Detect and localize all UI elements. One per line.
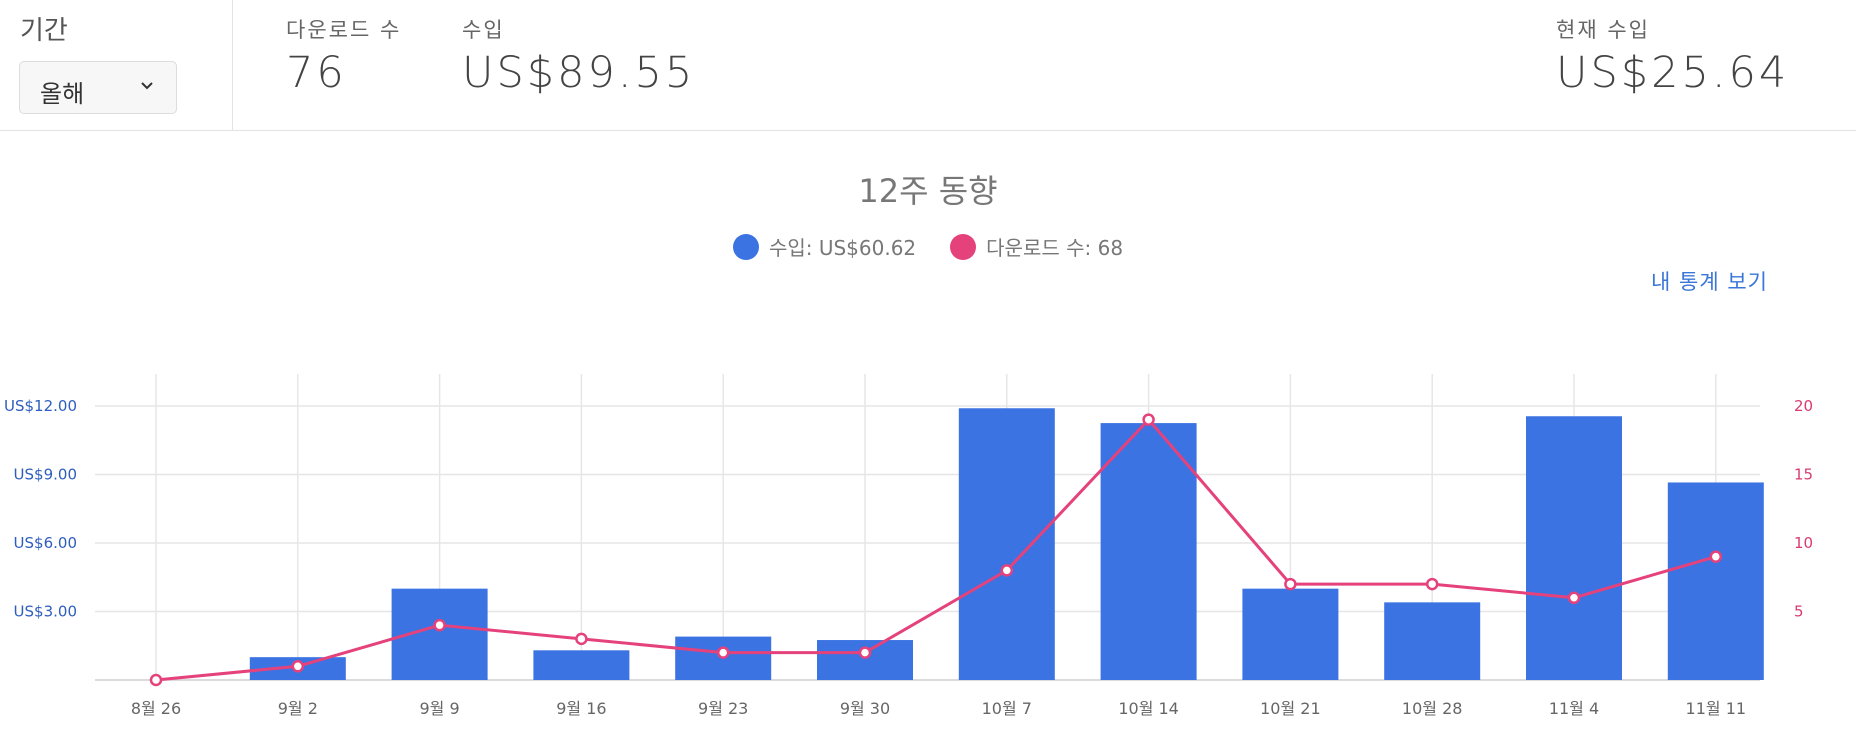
x-tick-label: 9월 9 bbox=[420, 699, 460, 718]
downloads-line bbox=[155, 418, 1717, 682]
chevron-down-icon bbox=[141, 82, 153, 90]
x-tick-label: 9월 23 bbox=[698, 699, 748, 718]
downloads-point bbox=[1709, 550, 1723, 563]
downloads-point bbox=[291, 660, 305, 673]
downloads-point bbox=[575, 632, 588, 646]
downloads-point bbox=[1142, 413, 1155, 426]
earnings-bar bbox=[1242, 588, 1339, 680]
legend-earnings[interactable]: 수입: US$60.62 bbox=[732, 232, 917, 261]
downloads-point bbox=[1425, 577, 1439, 591]
x-tick-label: 9월 2 bbox=[278, 699, 318, 718]
view-my-stats-link[interactable]: 내 통계 보기 bbox=[1651, 270, 1768, 294]
downloads-point bbox=[433, 618, 446, 632]
earnings-bar bbox=[817, 640, 913, 680]
earnings-bar bbox=[533, 650, 630, 680]
downloads-point bbox=[1000, 564, 1014, 577]
period-selected-value: 올해 bbox=[40, 80, 85, 108]
downloads-value: 76 bbox=[286, 48, 347, 98]
earnings-value: US$89.55 bbox=[462, 48, 696, 98]
y-right-tick-label: 5 bbox=[1794, 602, 1804, 620]
legend-earnings-label: 수입: US$60.62 bbox=[768, 236, 917, 260]
x-tick-label: 11월 11 bbox=[1686, 699, 1747, 718]
period-label: 기간 bbox=[20, 16, 68, 46]
earnings-bar bbox=[1384, 602, 1481, 680]
period-panel: 기간 올해 bbox=[0, 0, 233, 130]
downloads-label: 다운로드 수 bbox=[286, 18, 402, 42]
downloads-point bbox=[716, 646, 730, 659]
x-tick-label: 10월 28 bbox=[1402, 699, 1463, 718]
current-earnings-label: 현재 수입 bbox=[1556, 18, 1650, 42]
downloads-point bbox=[1567, 591, 1581, 605]
x-tick-label: 11월 4 bbox=[1549, 699, 1599, 718]
x-tick-label: 9월 16 bbox=[556, 699, 606, 718]
legend-earnings-swatch bbox=[732, 233, 759, 260]
downloads-point bbox=[1284, 577, 1297, 591]
downloads-point bbox=[149, 673, 163, 687]
y-right-tick-label: 20 bbox=[1794, 397, 1813, 415]
y-left-tick-label: US$3.00 bbox=[14, 602, 77, 620]
earnings-bar bbox=[958, 408, 1055, 680]
x-tick-label: 8월 26 bbox=[131, 699, 181, 718]
x-tick-label: 9월 30 bbox=[840, 699, 890, 718]
period-dropdown[interactable]: 올해 bbox=[19, 61, 177, 114]
y-left-tick-label: US$6.00 bbox=[14, 534, 77, 552]
y-right-tick-label: 15 bbox=[1794, 465, 1813, 483]
chart-title: 12주 동향 bbox=[858, 172, 998, 210]
summary-header: 기간 올해 다운로드 수 76 수입 US$89.55 현재 수입 US$25.… bbox=[0, 0, 1856, 131]
earnings-bar bbox=[1526, 416, 1622, 680]
y-left-tick-label: US$9.00 bbox=[14, 465, 77, 483]
legend-downloads-label: 다운로드 수: 68 bbox=[986, 236, 1124, 260]
legend-downloads[interactable]: 다운로드 수: 68 bbox=[950, 232, 1123, 261]
earnings-label: 수입 bbox=[462, 18, 505, 42]
y-right-tick-label: 10 bbox=[1794, 534, 1813, 552]
y-left-tick-label: US$12.00 bbox=[4, 397, 77, 415]
legend-downloads-swatch bbox=[950, 233, 977, 260]
x-tick-label: 10월 14 bbox=[1118, 699, 1179, 718]
x-tick-label: 10월 21 bbox=[1260, 699, 1321, 718]
earnings-bar bbox=[1100, 423, 1197, 680]
trend-chart: US$3.00 US$6.00 US$9.00 US$12.00 5 10 15 20 8월 2… bbox=[4, 374, 1813, 718]
current-earnings-value: US$25.64 bbox=[1556, 48, 1790, 98]
downloads-point bbox=[858, 646, 872, 659]
x-tick-label: 10월 7 bbox=[982, 699, 1032, 718]
chart-legend: 수입: US$60.62 다운로드 수: 68 bbox=[0, 232, 1856, 261]
earnings-bar bbox=[1667, 482, 1764, 680]
